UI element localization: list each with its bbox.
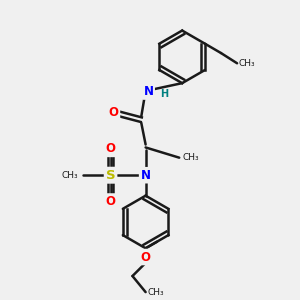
Text: CH₃: CH₃ [238,59,255,68]
Text: O: O [109,106,118,119]
Text: O: O [106,142,116,155]
Text: N: N [143,85,154,98]
Text: S: S [106,169,116,182]
Text: O: O [141,250,151,263]
Text: N: N [141,169,151,182]
Text: H: H [160,89,168,99]
Text: O: O [106,195,116,208]
Text: CH₃: CH₃ [62,171,78,180]
Text: CH₃: CH₃ [147,288,164,297]
Text: CH₃: CH₃ [182,153,199,162]
